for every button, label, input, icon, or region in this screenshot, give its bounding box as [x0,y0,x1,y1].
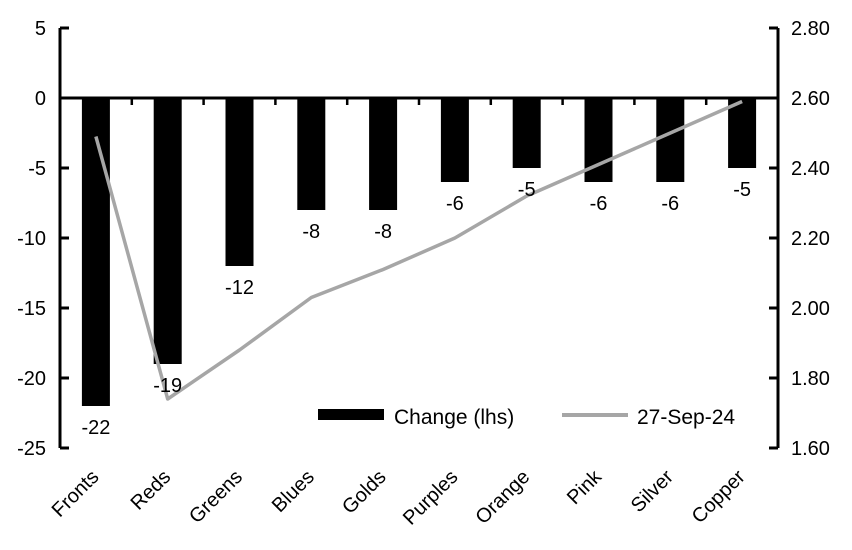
right-axis-tick-label: 2.80 [791,18,830,40]
left-axis-tick-label: -20 [17,368,46,390]
left-axis-tick-label: -25 [17,438,46,460]
bar-data-label: -8 [302,221,320,243]
right-axis-tick-label: 2.40 [791,158,830,180]
bar-data-label: -6 [661,193,679,215]
category-label-orange: Orange [472,466,535,529]
bar-Orange [512,98,541,168]
right-axis-tick-label: 2.60 [791,88,830,110]
bar-data-label: -8 [374,221,392,243]
line-series-27-sep-24 [94,99,743,401]
bar-Silver [656,98,685,182]
right-axis-tick-label: 1.60 [791,438,830,460]
bar-data-label: -6 [446,193,464,215]
legend-label-change-lhs: Change (lhs) [394,406,514,429]
category-label-greens: Greens [185,466,247,528]
category-label-copper: Copper [688,466,750,528]
category-label-purples: Purples [399,466,463,530]
bar-data-label: -5 [733,179,751,201]
category-label-blues: Blues [268,466,319,517]
left-axis-tick-label: 5 [35,18,46,40]
bar-data-label: -12 [225,277,254,299]
left-axis-tick-label: -10 [17,228,46,250]
bar-Reds [153,98,182,364]
right-axis-tick-label: 2.20 [791,228,830,250]
category-label-silver: Silver [627,466,678,517]
left-axis-tick-label: -15 [17,298,46,320]
bar-data-label: -19 [153,375,182,397]
bar-data-label: -6 [590,193,608,215]
bar-Blues [297,98,326,210]
category-label-reds: Reds [127,466,176,515]
bar-Greens [225,98,254,266]
bar-Golds [369,98,398,210]
bar-data-label: -5 [518,179,536,201]
legend-bar-swatch [318,409,384,420]
bar-Purples [440,98,469,182]
bar-Copper [728,98,757,168]
left-axis-tick-label: -5 [28,158,46,180]
left-axis-tick-label: 0 [35,88,46,110]
category-label-pink: Pink [563,465,607,509]
right-axis-tick-label: 2.00 [791,298,830,320]
bar-data-label: -22 [81,417,110,439]
bar-Fronts [81,98,110,406]
legend-label-27-sep-24: 27-Sep-24 [637,406,735,429]
category-label-golds: Golds [338,466,391,519]
right-axis-tick-label: 1.80 [791,368,830,390]
category-label-fronts: Fronts [48,466,104,522]
